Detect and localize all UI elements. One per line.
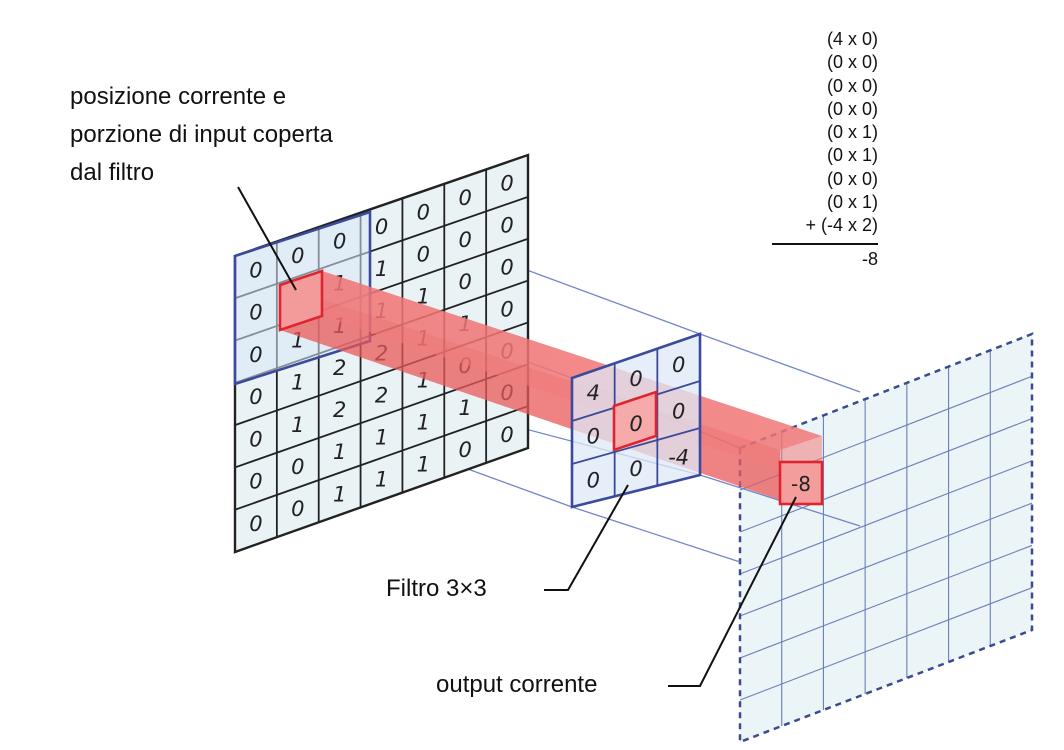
input-cell-value: 0 xyxy=(417,243,430,267)
input-cell-value: 0 xyxy=(291,497,304,521)
calc-term: (0 x 1) xyxy=(826,145,878,166)
input-cell-value: 0 xyxy=(249,470,262,494)
sum-rule xyxy=(772,242,878,245)
input-cell-value: 1 xyxy=(333,440,346,464)
calc-term: (0 x 1) xyxy=(826,192,878,213)
input-cell-value: 0 xyxy=(375,215,388,239)
input-cell-value: 0 xyxy=(459,186,472,210)
input-cell-value: 1 xyxy=(291,371,304,395)
input-cell-value: 0 xyxy=(500,423,513,447)
output-grid-lines xyxy=(739,350,1033,726)
filter-cell-value: 4 xyxy=(587,381,600,405)
input-cell-value: 1 xyxy=(417,453,430,477)
filter-values: 4 0 0 0 0 0 0 0 -4 xyxy=(587,353,689,492)
input-cell-value: 0 xyxy=(500,255,513,279)
position-label-line-2: porzione di input coperta xyxy=(70,121,333,148)
input-cell-value: 0 xyxy=(249,427,262,451)
input-cell-value: 0 xyxy=(459,438,472,462)
input-cell-value: 1 xyxy=(291,413,304,437)
filter-center-cell xyxy=(612,390,658,452)
position-label-line-3: dal filtro xyxy=(70,159,155,186)
input-cell-value: 0 xyxy=(333,230,346,254)
output-feature-map xyxy=(738,332,1034,744)
input-cell-value: 0 xyxy=(249,258,262,282)
filter-cell-value: 0 xyxy=(587,425,600,449)
input-cell-value: 0 xyxy=(291,455,304,479)
calc-term: (0 x 0) xyxy=(826,98,878,119)
input-cell-value: 1 xyxy=(375,257,388,281)
calc-term: + (-4 x 2) xyxy=(805,215,878,236)
filter-cell-value: 0 xyxy=(629,457,642,481)
input-cell-value: 1 xyxy=(417,411,430,435)
input-cell-value: 2 xyxy=(333,356,346,380)
input-cell-value: 0 xyxy=(500,214,513,238)
filter-kernel: 4 0 0 0 0 0 0 0 -4 xyxy=(570,332,702,509)
callout-lines xyxy=(237,186,797,687)
calculation-block: (4 x 0) (0 x 0) (0 x 0) (0 x 0) (0 x 1) … xyxy=(760,28,878,270)
input-cell-value: 0 xyxy=(249,301,262,325)
input-cell-value: 0 xyxy=(291,244,304,268)
input-cell-value: 2 xyxy=(333,398,346,422)
current-output-cell: -8 xyxy=(778,460,824,506)
current-input-position xyxy=(278,269,324,332)
output-label: output corrente xyxy=(436,671,598,698)
input-cell-value: 1 xyxy=(375,468,388,492)
input-cell-value: 0 xyxy=(459,228,472,252)
filter-cell-value: 0 xyxy=(629,367,642,391)
input-cell-value: 1 xyxy=(333,482,346,506)
input-cell-value: 0 xyxy=(417,201,430,225)
output-value: -8 xyxy=(791,472,811,496)
filter-cell-value: 0 xyxy=(629,412,642,436)
input-cell-value: 1 xyxy=(459,396,472,420)
calc-term: (4 x 0) xyxy=(826,29,878,49)
filter-label: Filtro 3×3 xyxy=(386,575,487,602)
input-cell-value: 0 xyxy=(249,385,262,409)
input-cell-value: 1 xyxy=(417,285,430,309)
calc-term: (0 x 0) xyxy=(826,52,878,73)
calc-term: (0 x 0) xyxy=(826,168,878,189)
input-cell-value: 0 xyxy=(249,343,262,367)
input-cell-value: 1 xyxy=(375,425,388,449)
filter-cell-value: 0 xyxy=(672,353,685,377)
filter-cell-value: 0 xyxy=(672,399,685,423)
calc-term: (0 x 0) xyxy=(826,75,878,96)
input-cell-value: 0 xyxy=(500,297,513,321)
filter-cell-value: -4 xyxy=(668,446,689,470)
calc-result: -8 xyxy=(861,248,878,269)
position-label-line-1: posizione corrente e xyxy=(70,83,287,110)
input-cell-value: 0 xyxy=(249,512,262,536)
input-cell-value: 0 xyxy=(500,172,513,196)
calc-term: (0 x 1) xyxy=(826,122,878,143)
input-cell-value: 0 xyxy=(459,270,472,294)
input-cell-value: 2 xyxy=(375,383,388,407)
filter-cell-value: 0 xyxy=(587,468,600,492)
position-label: posizione corrente e porzione di input c… xyxy=(70,78,333,192)
